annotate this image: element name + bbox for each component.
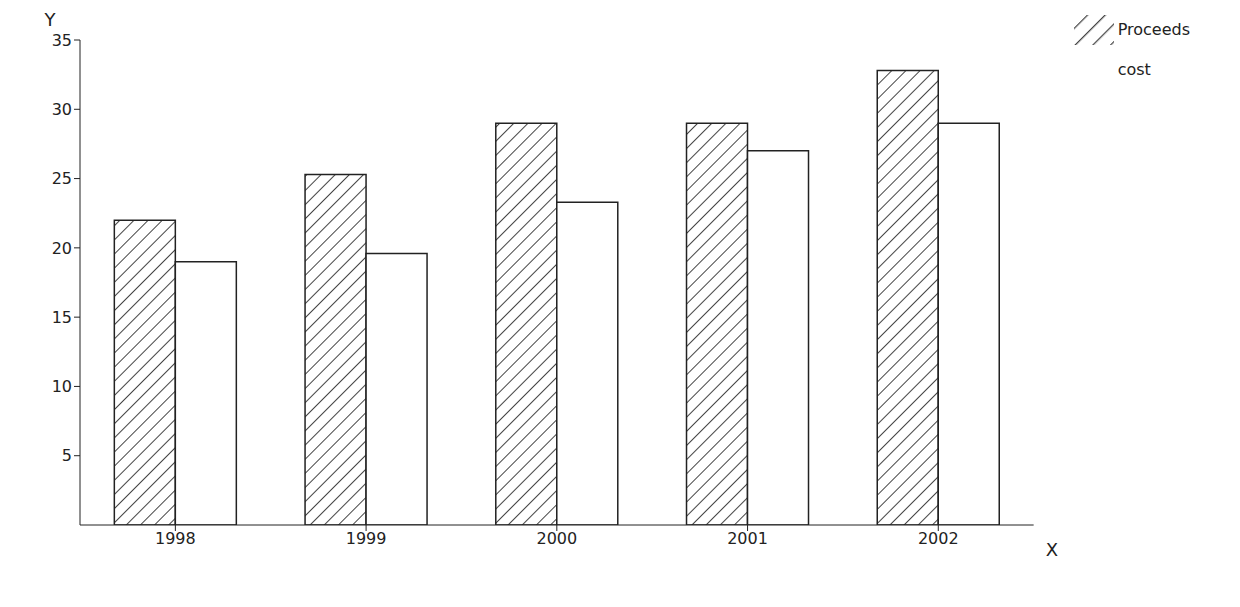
svg-text:X: X xyxy=(1046,539,1058,560)
svg-text:30: 30 xyxy=(52,100,72,119)
svg-text:Y: Y xyxy=(44,9,57,30)
svg-text:2002: 2002 xyxy=(918,529,959,548)
svg-text:1999: 1999 xyxy=(346,529,387,548)
svg-text:10: 10 xyxy=(52,377,72,396)
svg-text:1998: 1998 xyxy=(155,529,196,548)
svg-text:2000: 2000 xyxy=(536,529,577,548)
html-text:cost: cost xyxy=(1117,59,1151,79)
svg-text:20: 20 xyxy=(52,239,72,258)
svg-text:35: 35 xyxy=(52,31,72,50)
svg-text:5: 5 xyxy=(62,446,72,465)
svg-text:15: 15 xyxy=(52,308,72,327)
svg-text:2001: 2001 xyxy=(727,529,768,548)
html-text:Proceeds: Proceeds xyxy=(1117,19,1190,39)
svg-text:25: 25 xyxy=(52,169,72,188)
